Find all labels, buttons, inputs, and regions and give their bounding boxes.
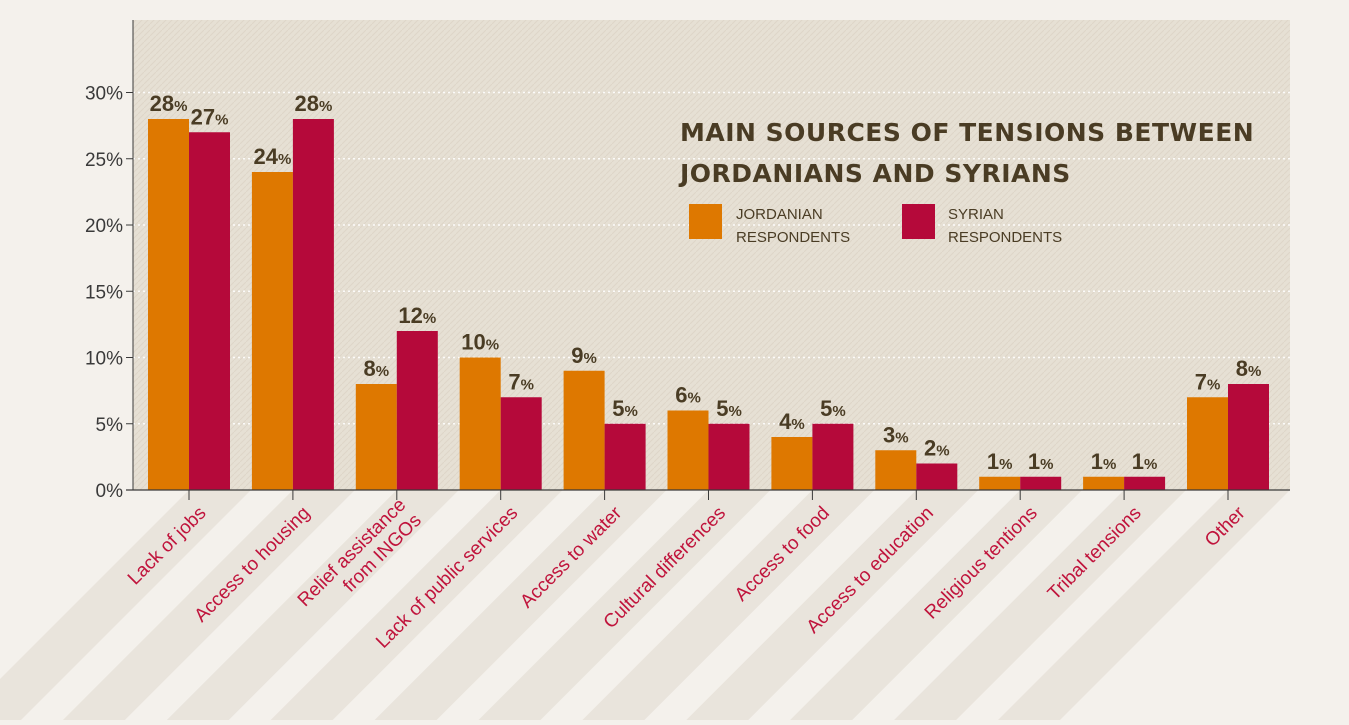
bar	[1228, 384, 1269, 490]
label-band	[374, 490, 667, 720]
data-label: 1%	[1028, 449, 1054, 474]
bar	[251, 172, 293, 490]
y-tick-label: 0%	[96, 481, 124, 502]
bar	[148, 119, 189, 490]
data-label: 4%	[779, 409, 805, 434]
data-label: 5%	[612, 396, 638, 421]
bar	[771, 437, 813, 490]
bar	[708, 423, 750, 490]
data-label: 3%	[883, 422, 909, 447]
label-band	[0, 490, 251, 720]
bar	[812, 423, 854, 490]
bar	[355, 384, 397, 490]
data-label: 8%	[1236, 356, 1262, 381]
data-label: 5%	[716, 396, 742, 421]
data-label: 10%	[461, 330, 499, 355]
label-band	[686, 490, 979, 720]
y-tick-label: 15%	[85, 282, 123, 303]
data-label: 1%	[987, 449, 1013, 474]
bar	[292, 119, 334, 490]
label-band	[582, 490, 875, 720]
label-band	[62, 490, 355, 720]
legend-swatch	[902, 204, 935, 239]
y-tick-label: 25%	[85, 150, 123, 171]
bar	[500, 397, 542, 490]
data-label: 8%	[364, 356, 390, 381]
chart-title: MAIN SOURCES OF TENSIONS BETWEEN	[680, 118, 1254, 147]
data-label: 9%	[571, 343, 597, 368]
data-label: 1%	[1132, 449, 1158, 474]
legend-label: RESPONDENTS	[948, 229, 1062, 246]
data-label: 7%	[1195, 369, 1221, 394]
legend-label: RESPONDENTS	[736, 229, 850, 246]
data-label: 7%	[508, 369, 534, 394]
data-label: 24%	[253, 144, 291, 169]
data-label: 2%	[924, 436, 950, 461]
data-label: 27%	[191, 104, 229, 129]
bar	[1187, 397, 1228, 490]
bar	[1083, 476, 1125, 490]
label-band	[270, 490, 563, 720]
bar	[563, 370, 605, 490]
data-label: 12%	[398, 303, 436, 328]
bar	[396, 331, 438, 490]
y-tick-label: 10%	[85, 349, 123, 370]
bar	[979, 476, 1021, 490]
bar	[875, 450, 917, 490]
data-label: 6%	[675, 383, 701, 408]
data-label: 28%	[150, 91, 188, 116]
bar	[1020, 476, 1062, 490]
label-band	[790, 490, 1083, 720]
legend-swatch	[689, 204, 722, 239]
data-label: 1%	[1091, 449, 1117, 474]
label-band	[894, 490, 1187, 720]
bar	[667, 410, 709, 490]
legend-label: JORDANIAN	[736, 206, 823, 223]
label-band	[166, 490, 459, 720]
bar	[459, 357, 501, 490]
y-tick-label: 5%	[96, 415, 124, 436]
data-label: 28%	[294, 91, 332, 116]
label-bands	[0, 490, 1290, 720]
bar	[1124, 476, 1166, 490]
y-tick-label: 20%	[85, 216, 123, 237]
label-band	[998, 490, 1290, 720]
label-band	[478, 490, 771, 720]
chart-title: JORDANIANS AND SYRIANS	[678, 159, 1071, 188]
bar	[916, 463, 958, 490]
bar	[189, 132, 230, 490]
bar	[604, 423, 646, 490]
legend-label: SYRIAN	[948, 206, 1004, 223]
data-label: 5%	[820, 396, 846, 421]
y-tick-label: 30%	[85, 84, 123, 105]
